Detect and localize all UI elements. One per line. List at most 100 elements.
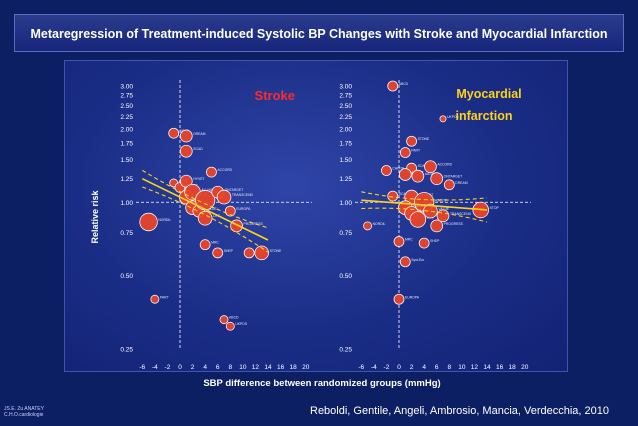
mi-y-tick-label: 3.00 [339,84,352,91]
stroke-point-label: MRC [211,241,219,245]
stroke-point [219,315,229,325]
credit-line-1: JS.E. Zu ANATEY [4,406,44,412]
stroke-y-tick-label: 2.50 [120,103,133,110]
stroke-y-tick-label: 0.25 [120,347,133,354]
stroke-ci-lower [142,186,269,253]
x-axis-label: SBP difference between randomized groups… [203,378,440,389]
mi-point [363,221,373,231]
mi-point-label: EUROPA [405,295,420,299]
mi-ci-lower [361,207,488,223]
stroke-point-label: LIFE [213,214,221,218]
stroke-y-tick-label: 1.75 [120,141,133,148]
mi-point [430,172,444,186]
mi-point [439,115,447,123]
stroke-point-label: PART [160,295,169,299]
mi-point-label: SHEP [430,239,440,243]
mi-x-tick-label: 12 [471,364,479,371]
mi-y-tick-label: 0.25 [339,347,352,354]
stroke-x-tick-label: 18 [290,364,298,371]
credit: JS.E. Zu ANATEY C.H.O.cardiologie [4,406,44,418]
mi-x-tick-label: 16 [496,364,504,371]
mi-point-label: ABCD [399,82,409,86]
mi-y-tick-label: 1.50 [339,157,352,164]
stroke-point-label: ABCD [229,316,239,320]
title-bar: Metaregression of Treatment-induced Syst… [14,14,624,52]
mi-point-label: DREAM [455,181,467,185]
stroke-y-tick-label: 0.50 [120,273,133,280]
stroke-y-tick-label: 2.25 [120,114,133,121]
mi-point [423,203,438,219]
stroke-point [216,189,232,205]
mi-x-tick-label: 10 [458,364,466,371]
stroke-point-label: NORDIL [158,218,171,222]
stroke-x-tick-label: 6 [216,364,220,371]
stroke-x-tick-label: 10 [239,364,247,371]
mi-point-label: UKPDS [447,115,459,119]
stroke-x-tick-label: -4 [152,364,158,371]
stroke-y-tick-label: 2.75 [120,93,133,100]
stroke-point [197,210,213,226]
stroke-point [206,166,217,178]
mi-x-tick-label: -4 [371,364,377,371]
stroke-panel-title: Stroke [255,88,295,103]
stroke-point [224,205,236,217]
mi-point-label: ONTARGET [444,175,463,179]
mi-panel-title-line1: Myocardial [456,87,521,101]
mi-x-tick-label: 0 [397,364,401,371]
mi-y-tick-label: 1.25 [339,176,352,183]
stroke-x-tick-label: 0 [178,364,182,371]
mi-x-tick-label: 14 [483,364,491,371]
mi-point [436,209,450,223]
stroke-x-tick-label: 16 [277,364,285,371]
stroke-x-tick-label: 8 [228,364,232,371]
mi-point-label: SCAD [399,192,409,196]
stroke-point [212,247,224,259]
mi-y-tick-label: 2.50 [339,103,352,110]
mi-x-tick-label: 2 [410,364,414,371]
mi-x-tick-label: -6 [358,364,364,371]
mi-point [411,169,425,183]
mi-point-label: CAPPP [392,167,404,171]
mi-x-tick-label: 8 [447,364,451,371]
mi-y-tick-label: 1.75 [339,141,352,148]
mi-point [398,168,412,181]
mi-point-label: STONE [418,137,430,141]
stroke-point [179,129,193,143]
mi-x-tick-label: 6 [435,364,439,371]
mi-x-tick-label: -2 [384,364,390,371]
mi-point [387,80,399,92]
mi-x-tick-label: 20 [521,364,529,371]
mi-point [381,165,392,176]
stroke-point-label: PROGRESS [244,222,264,226]
mi-point [399,256,411,268]
stroke-point-label: ONTARGET [225,188,244,192]
stroke-point [243,247,255,259]
mi-point-label: STOP [490,206,500,210]
stroke-point [168,127,180,139]
stroke-x-tick-label: 14 [264,364,272,371]
mi-point-label: NORDIL [373,222,386,226]
mi-point [406,135,417,147]
mi-y-tick-label: 2.75 [339,93,352,100]
stroke-point [139,212,158,232]
mi-point [430,219,444,233]
mi-point-label: AASK [425,172,435,176]
stroke-point-label: EUROPA [236,207,251,211]
stroke-x-tick-label: 12 [252,364,260,371]
stroke-x-tick-label: 4 [203,364,207,371]
mi-point-label: PROGRESS [444,222,464,226]
slide-title: Metaregression of Treatment-induced Syst… [30,27,608,41]
mi-y-tick-label: 2.00 [339,126,352,133]
stroke-y-tick-label: 1.50 [120,157,133,164]
mi-point-label: TRANSCEND [450,212,472,216]
stroke-x-tick-label: 2 [191,364,195,371]
stroke-y-tick-label: 1.00 [120,200,133,207]
mi-point [393,236,405,247]
stroke-point-label: ACCORD [217,168,232,172]
stroke-point-label: HYVET [193,177,204,181]
mi-point-label: ACCORD [437,163,452,167]
stroke-point [150,294,160,304]
stroke-y-tick-label: 1.25 [120,176,133,183]
y-axis-label: Relative risk [90,189,100,243]
